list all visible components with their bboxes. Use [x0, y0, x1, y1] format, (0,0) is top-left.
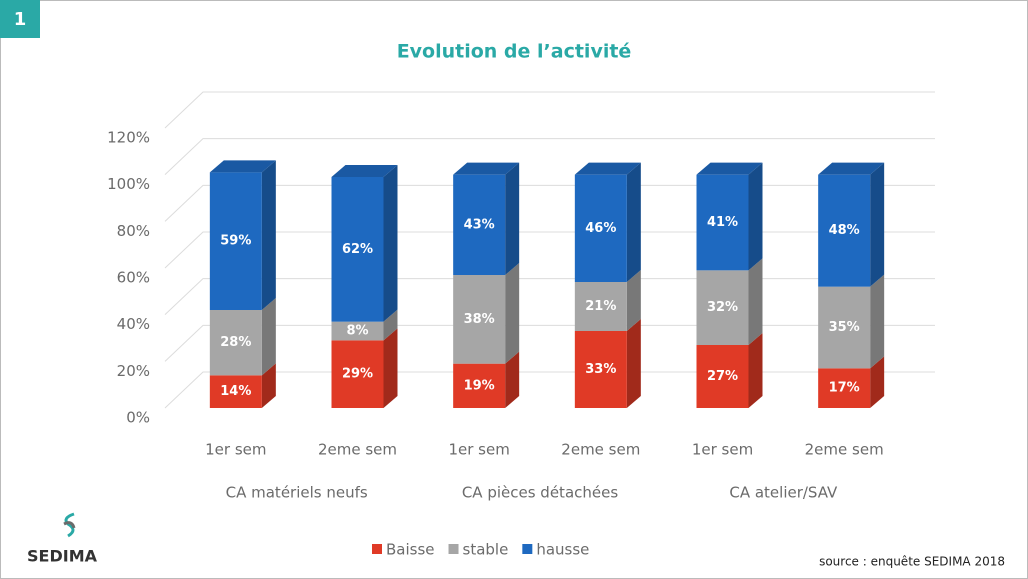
- bar: [453, 363, 506, 408]
- group-label: CA atelier/SAV: [729, 484, 838, 502]
- bar-top: [696, 162, 763, 175]
- bar-side: [626, 319, 641, 408]
- bar-top: [209, 160, 276, 173]
- bar: [574, 282, 627, 331]
- chart-title: Evolution de l’activité: [397, 41, 632, 63]
- value-label: 46%: [585, 221, 616, 236]
- bar-side: [626, 270, 641, 331]
- value-label: 43%: [464, 217, 495, 232]
- bar-side: [626, 162, 641, 282]
- bar-top: [331, 165, 398, 177]
- bar: [209, 172, 262, 310]
- value-label: 29%: [342, 367, 373, 382]
- y-tick-label: 100%: [107, 175, 150, 193]
- x-tick-label: 1er sem: [692, 441, 753, 459]
- bar-top: [574, 162, 641, 175]
- grid-line: [164, 91, 935, 129]
- bar: [453, 174, 506, 275]
- value-label: 17%: [829, 381, 860, 396]
- logo: SEDIMA: [27, 547, 98, 566]
- grid-line: [164, 184, 935, 222]
- source: source : enquête SEDIMA 2018: [819, 555, 1005, 569]
- y-tick-label: 120%: [107, 129, 150, 147]
- bar: [818, 174, 871, 287]
- group-label: CA pièces détachées: [462, 484, 619, 502]
- legend-swatch: [522, 544, 533, 554]
- bar: [209, 375, 262, 408]
- bar: [696, 270, 749, 345]
- bar: [331, 321, 384, 341]
- legend-label: hausse: [536, 541, 589, 559]
- value-label: 59%: [220, 234, 251, 249]
- value-label: 27%: [707, 369, 738, 384]
- bar: [209, 310, 262, 376]
- group-label: CA matériels neufs: [226, 484, 368, 502]
- bar-side: [748, 258, 763, 345]
- value-label: 48%: [829, 223, 860, 238]
- x-tick-label: 2eme sem: [318, 441, 397, 459]
- bar-side: [870, 274, 885, 369]
- value-label: 62%: [342, 242, 373, 257]
- x-tick-label: 1er sem: [205, 441, 266, 459]
- bar: [331, 177, 384, 322]
- grid-line: [164, 231, 935, 269]
- grid-line: [164, 278, 935, 316]
- bar-top: [818, 162, 885, 175]
- y-tick-label: 0%: [126, 409, 150, 427]
- y-tick-label: 80%: [117, 222, 150, 240]
- bar-side: [261, 298, 276, 376]
- bar-side: [383, 165, 398, 322]
- bar: [331, 340, 384, 408]
- value-label: 33%: [585, 362, 616, 377]
- legend-swatch: [372, 544, 382, 554]
- bar-side: [261, 160, 276, 310]
- bar: [696, 345, 749, 408]
- bar-side: [870, 356, 885, 408]
- bar-side: [383, 309, 398, 341]
- bar-top: [453, 162, 520, 175]
- value-label: 41%: [707, 215, 738, 230]
- value-label: 38%: [464, 312, 495, 327]
- value-label: 21%: [585, 299, 616, 314]
- value-label: 8%: [346, 324, 368, 339]
- bar: [696, 174, 749, 271]
- x-tick-label: 2eme sem: [805, 441, 884, 459]
- bar: [574, 331, 627, 408]
- value-label: 32%: [707, 300, 738, 315]
- value-label: 28%: [220, 335, 251, 350]
- bar: [818, 368, 871, 408]
- bar: [574, 174, 627, 282]
- bar-side: [870, 162, 885, 287]
- bar-side: [505, 263, 520, 364]
- legend-swatch: [448, 544, 459, 554]
- grid-line: [164, 371, 935, 409]
- y-tick-label: 60%: [117, 269, 150, 287]
- x-tick-label: 1er sem: [448, 441, 509, 459]
- bar: [453, 275, 506, 364]
- bar-side: [505, 162, 520, 275]
- x-tick-label: 2eme sem: [561, 441, 640, 459]
- badge: 1: [14, 9, 27, 30]
- bar: [818, 286, 871, 369]
- value-label: 14%: [220, 384, 251, 399]
- bar-side: [383, 328, 398, 408]
- grid-line: [164, 324, 935, 362]
- y-tick-label: 20%: [117, 362, 150, 380]
- logo-icon: [63, 512, 76, 538]
- value-label: 35%: [829, 320, 860, 335]
- value-label: 19%: [464, 378, 495, 393]
- badge-box: [0, 0, 40, 38]
- bar-side: [261, 363, 276, 408]
- legend-label: Baisse: [386, 541, 435, 559]
- bar-side: [748, 333, 763, 408]
- grid-line: [164, 138, 935, 176]
- bar-side: [505, 351, 520, 408]
- bar-side: [748, 162, 763, 271]
- y-tick-label: 40%: [117, 315, 150, 333]
- legend-label: stable: [463, 541, 509, 559]
